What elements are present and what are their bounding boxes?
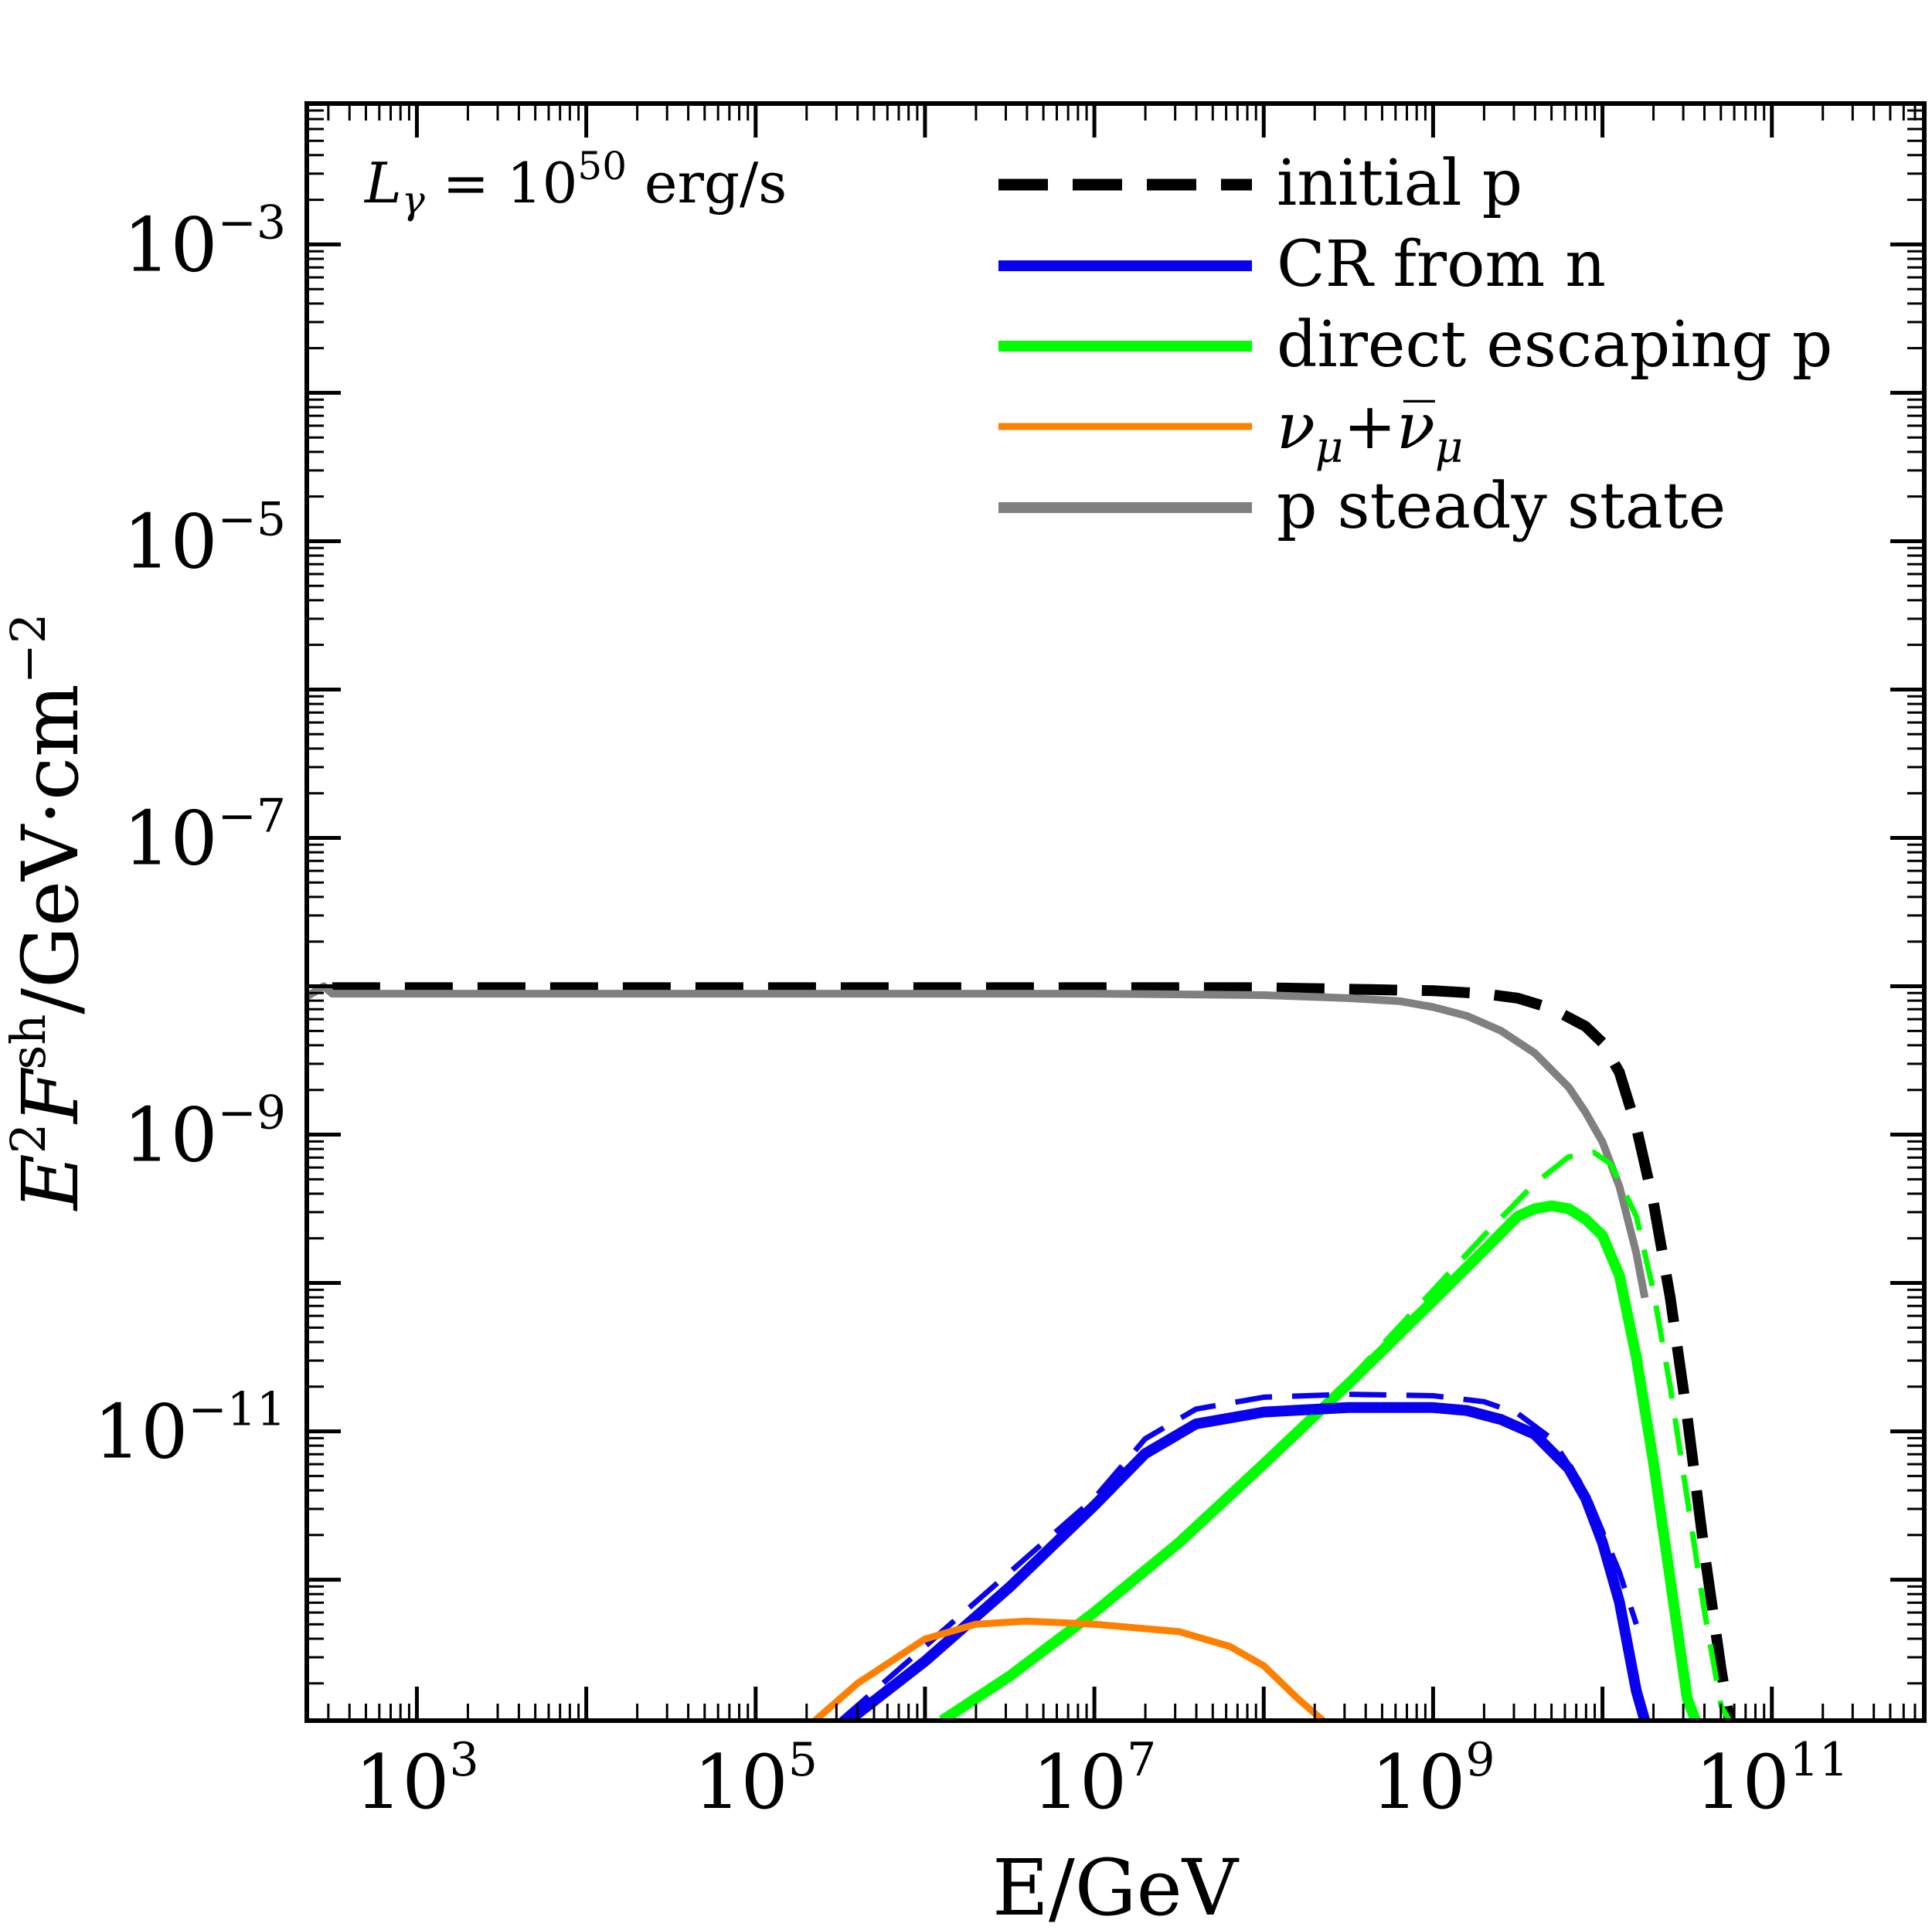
y-tick-exp: −11 bbox=[188, 1383, 286, 1437]
series-line-0 bbox=[332, 982, 1735, 1721]
x-tick-label: 109 bbox=[1371, 1733, 1495, 1826]
x-tick-label: 105 bbox=[694, 1733, 818, 1826]
legend-mu-1: μ bbox=[1315, 423, 1343, 473]
y-tick-label: 10−5 bbox=[123, 492, 286, 585]
legend-label-direct-escaping-p: direct escaping p bbox=[1277, 308, 1832, 382]
annotation-unit: erg/s bbox=[627, 151, 787, 216]
series-line-1 bbox=[307, 982, 1649, 1299]
annotation-l: L bbox=[363, 151, 402, 216]
legend-mu-2: μ bbox=[1435, 423, 1463, 473]
x-tick-exp: 9 bbox=[1465, 1733, 1495, 1787]
legend-nubar: ν̅ bbox=[1396, 390, 1435, 464]
annotation-sup: 50 bbox=[577, 144, 627, 189]
tick-layer bbox=[307, 104, 1924, 1721]
y-tick-label: 10−9 bbox=[123, 1086, 286, 1179]
x-tick-base: 10 bbox=[355, 1739, 449, 1826]
plot-frame bbox=[304, 101, 1927, 1723]
y-axis-title: E2Fsh/GeV·cm−2 bbox=[0, 613, 96, 1212]
x-axis-title: E/GeV bbox=[992, 1843, 1240, 1930]
y-tick-exp: −7 bbox=[218, 789, 286, 843]
y-tick-label: 10−7 bbox=[123, 789, 286, 882]
y-title-e: E bbox=[5, 1154, 96, 1211]
x-tick-base: 10 bbox=[1371, 1739, 1465, 1826]
series-line-5 bbox=[838, 1391, 1639, 1721]
y-title-unit-sup: −2 bbox=[0, 613, 56, 684]
y-tick-label: 10−11 bbox=[94, 1383, 286, 1476]
y-title-unit: /GeV·cm bbox=[5, 684, 96, 1014]
x-tick-label: 103 bbox=[355, 1733, 478, 1826]
y-tick-exp: −3 bbox=[218, 195, 286, 250]
y-tick-base: 10 bbox=[123, 795, 217, 882]
x-tick-label: 107 bbox=[1032, 1733, 1156, 1826]
legend-nu: ν bbox=[1277, 390, 1315, 464]
y-tick-base: 10 bbox=[123, 1092, 217, 1179]
legend-plus: + bbox=[1343, 390, 1396, 464]
series-line-4 bbox=[845, 1402, 1651, 1721]
luminosity-annotation: Lγ = 1050 erg/s bbox=[363, 144, 787, 223]
x-tick-base: 10 bbox=[694, 1739, 788, 1826]
y-tick-base: 10 bbox=[94, 1389, 188, 1476]
legend-label-initial-p: initial p bbox=[1277, 147, 1522, 220]
legend-label-cr-from-n: CR from n bbox=[1277, 228, 1606, 301]
annotation-gamma: γ bbox=[402, 178, 425, 223]
series-line-6 bbox=[812, 1617, 1325, 1721]
series-line-3 bbox=[1261, 1150, 1733, 1721]
y-tick-labels: 10−310−510−710−910−11 bbox=[94, 195, 286, 1475]
y-tick-exp: −9 bbox=[218, 1086, 286, 1140]
legend-label-p-steady-state: p steady state bbox=[1277, 470, 1726, 543]
y-title-f: F bbox=[5, 1067, 96, 1125]
y-title-f-sup: sh bbox=[0, 1014, 56, 1070]
x-tick-label: 1011 bbox=[1695, 1733, 1849, 1826]
x-tick-exp: 5 bbox=[788, 1733, 818, 1787]
legend-label-neutrinos: νμ+ν̅μ bbox=[1277, 390, 1463, 473]
y-tick-exp: −5 bbox=[218, 492, 286, 546]
legend: initial p CR from n direct escaping p νμ… bbox=[998, 147, 1832, 543]
x-tick-exp: 3 bbox=[449, 1733, 478, 1787]
x-tick-exp: 7 bbox=[1127, 1733, 1156, 1787]
x-tick-exp: 11 bbox=[1790, 1733, 1849, 1787]
y-tick-base: 10 bbox=[123, 498, 217, 585]
y-tick-label: 10−3 bbox=[123, 195, 286, 288]
series-layer bbox=[307, 982, 1735, 1721]
y-tick-base: 10 bbox=[123, 202, 217, 288]
y-title-e-sup: 2 bbox=[0, 1123, 56, 1154]
x-tick-labels: 103 105 107 109 1011 bbox=[355, 1733, 1849, 1826]
x-tick-base: 10 bbox=[1032, 1739, 1127, 1826]
x-tick-base: 10 bbox=[1695, 1739, 1789, 1826]
series-line-2 bbox=[939, 1200, 1701, 1721]
annotation-mid: = 10 bbox=[425, 151, 578, 216]
